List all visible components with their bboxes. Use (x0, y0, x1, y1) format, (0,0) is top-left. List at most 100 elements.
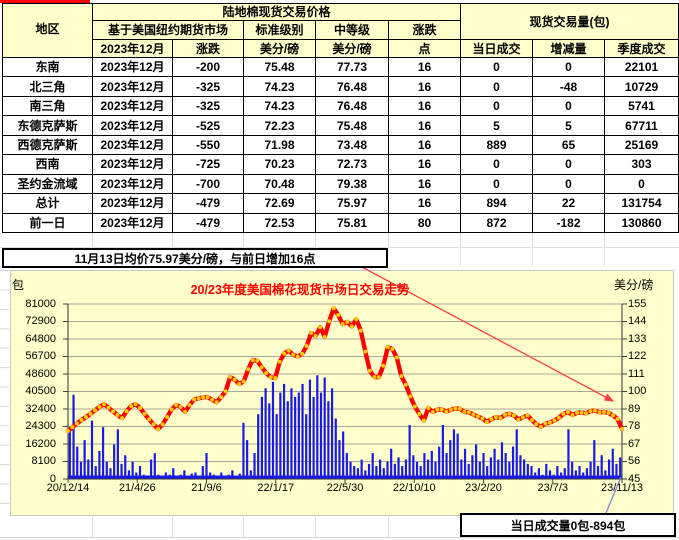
cell-standard[interactable]: 72.69 (244, 194, 316, 214)
cell-change[interactable]: -700 (173, 174, 244, 195)
cell-daily[interactable]: 872 (461, 213, 533, 233)
cell-points[interactable]: 16 (389, 58, 461, 78)
cell-month[interactable]: 2023年12月 (93, 58, 173, 78)
cell-points[interactable]: 16 (389, 96, 461, 117)
header-futures-market[interactable]: 基于美国纽约期货市场 (93, 21, 244, 40)
cell-change[interactable]: -525 (173, 116, 244, 136)
cell-standard[interactable]: 72.23 (244, 116, 316, 136)
cell-region[interactable]: 北三角 (3, 77, 93, 97)
cell-month[interactable]: 2023年12月 (93, 135, 173, 156)
average-price-note-box[interactable]: 11月13日均价75.97美分/磅，与前日增加16点 (2, 248, 388, 268)
cell-middle[interactable]: 73.48 (316, 135, 389, 156)
cell-change[interactable]: -550 (173, 135, 244, 156)
cell-points[interactable]: 16 (389, 155, 461, 175)
cell-quarter[interactable]: 303 (605, 155, 679, 175)
cell-middle[interactable]: 76.48 (316, 96, 389, 117)
cell-standard[interactable]: 70.48 (244, 174, 316, 195)
cell-quarter[interactable]: 22101 (605, 58, 679, 78)
cell-delta[interactable]: 0 (533, 58, 605, 78)
cell-month[interactable]: 2023年12月 (93, 96, 173, 117)
cell-region[interactable]: 东德克萨斯 (3, 116, 93, 136)
cell-points[interactable]: 80 (389, 213, 461, 233)
cell-daily[interactable]: 894 (461, 194, 533, 214)
cell-quarter[interactable]: 130860 (605, 213, 679, 233)
cell-quarter[interactable]: 25169 (605, 135, 679, 156)
cell-middle[interactable]: 79.38 (316, 174, 389, 195)
cell-middle[interactable]: 75.81 (316, 213, 389, 233)
cell-change[interactable]: -200 (173, 58, 244, 78)
cell-region[interactable]: 总计 (3, 194, 93, 214)
cell-region[interactable]: 西德克萨斯 (3, 135, 93, 156)
cell-quarter[interactable]: 10729 (605, 77, 679, 97)
header-unit-middle[interactable]: 美分/磅 (316, 40, 389, 58)
cell-middle[interactable]: 72.73 (316, 155, 389, 175)
cell-points[interactable]: 16 (389, 194, 461, 214)
cell-quarter[interactable]: 0 (605, 174, 679, 195)
cell-daily[interactable]: 0 (461, 77, 533, 97)
cell-middle[interactable]: 77.73 (316, 58, 389, 78)
cell-points[interactable]: 16 (389, 135, 461, 156)
cell-points[interactable]: 16 (389, 174, 461, 195)
cell-delta[interactable]: 22 (533, 194, 605, 214)
header-standard-grade[interactable]: 标准级别 (244, 21, 316, 40)
chart-area[interactable] (10, 270, 674, 516)
cell-daily[interactable]: 5 (461, 116, 533, 136)
cell-points[interactable]: 16 (389, 116, 461, 136)
cell-standard[interactable]: 74.23 (244, 96, 316, 117)
cell-quarter[interactable]: 131754 (605, 194, 679, 214)
cell-month[interactable]: 2023年12月 (93, 213, 173, 233)
cell-change[interactable]: -325 (173, 77, 244, 97)
cell-month[interactable]: 2023年12月 (93, 194, 173, 214)
cell-daily[interactable]: 0 (461, 155, 533, 175)
price-table: 地区 陆地棉现货交易价格 现货交易量(包) 基于美国纽约期货市场 标准级别 中等… (2, 3, 679, 233)
cell-region[interactable]: 东南 (3, 58, 93, 78)
cell-daily[interactable]: 0 (461, 96, 533, 117)
header-volume-change[interactable]: 增减量 (533, 40, 605, 58)
table-title[interactable]: 陆地棉现货交易价格 (93, 4, 461, 21)
cell-region[interactable]: 南三角 (3, 96, 93, 117)
cell-month[interactable]: 2023年12月 (93, 116, 173, 136)
cell-change[interactable]: -725 (173, 155, 244, 175)
header-unit-standard[interactable]: 美分/磅 (244, 40, 316, 58)
cell-month[interactable]: 2023年12月 (93, 155, 173, 175)
daily-volume-note-box[interactable]: 当日成交量0包-894包 (460, 513, 676, 537)
cell-change[interactable]: -479 (173, 194, 244, 214)
header-middle-grade[interactable]: 中等级 (316, 21, 389, 40)
header-points-bottom[interactable]: 点 (389, 40, 461, 58)
cell-standard[interactable]: 71.98 (244, 135, 316, 156)
header-daily-volume[interactable]: 当日成交 (461, 40, 533, 58)
cell-region[interactable]: 前一日 (3, 213, 93, 233)
cell-daily[interactable]: 0 (461, 174, 533, 195)
cell-standard[interactable]: 72.53 (244, 213, 316, 233)
cell-delta[interactable]: 0 (533, 96, 605, 117)
cell-delta[interactable]: -182 (533, 213, 605, 233)
header-change[interactable]: 涨跌 (173, 40, 244, 58)
header-quarter-volume[interactable]: 季度成交 (605, 40, 679, 58)
cell-points[interactable]: 16 (389, 77, 461, 97)
cell-region[interactable]: 圣约金流域 (3, 174, 93, 195)
cell-change[interactable]: -479 (173, 213, 244, 233)
cell-middle[interactable]: 75.48 (316, 116, 389, 136)
header-points-top[interactable]: 涨跌 (389, 21, 461, 40)
cell-delta[interactable]: -48 (533, 77, 605, 97)
cell-quarter[interactable]: 67711 (605, 116, 679, 136)
header-region[interactable]: 地区 (3, 4, 93, 58)
cell-daily[interactable]: 889 (461, 135, 533, 156)
cell-quarter[interactable]: 5741 (605, 96, 679, 117)
cell-month[interactable]: 2023年12月 (93, 174, 173, 195)
volume-title[interactable]: 现货交易量(包) (461, 4, 679, 40)
cell-standard[interactable]: 70.23 (244, 155, 316, 175)
cell-delta[interactable]: 5 (533, 116, 605, 136)
cell-middle[interactable]: 75.97 (316, 194, 389, 214)
cell-delta[interactable]: 0 (533, 174, 605, 195)
cell-standard[interactable]: 75.48 (244, 58, 316, 78)
cell-middle[interactable]: 76.48 (316, 77, 389, 97)
cell-delta[interactable]: 65 (533, 135, 605, 156)
cell-delta[interactable]: 0 (533, 155, 605, 175)
cell-daily[interactable]: 0 (461, 58, 533, 78)
cell-region[interactable]: 西南 (3, 155, 93, 175)
cell-change[interactable]: -325 (173, 96, 244, 117)
header-month[interactable]: 2023年12月 (93, 40, 173, 58)
cell-month[interactable]: 2023年12月 (93, 77, 173, 97)
cell-standard[interactable]: 74.23 (244, 77, 316, 97)
